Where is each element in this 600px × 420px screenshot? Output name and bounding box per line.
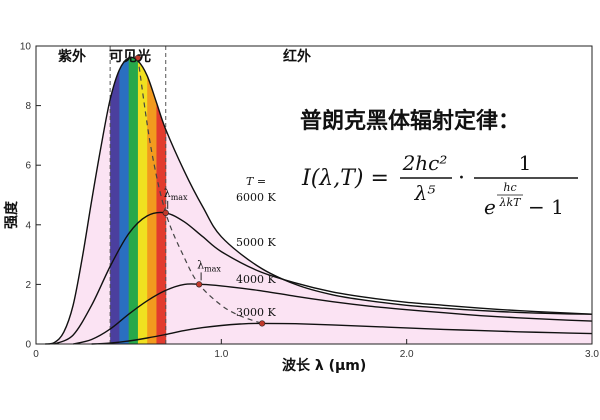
temperature-header: T = — [246, 175, 266, 188]
curve-labels: 6000 K 5000 K 4000 K 3000 K λmax λmax — [164, 187, 277, 319]
y-tick-label: 6 — [25, 161, 31, 172]
y-tick-label: 0 — [25, 340, 31, 351]
area-under-6000k — [45, 57, 592, 344]
spectrum-stripe — [156, 57, 167, 344]
plot-frame — [35, 45, 593, 345]
curve-label-5000k: 5000 K — [236, 236, 276, 249]
formula-lhs: I(λ,T) = — [301, 166, 389, 191]
y-tick-label: 10 — [20, 42, 32, 53]
formula-frac1-denominator: λ⁵ — [414, 181, 436, 205]
peak-marker — [195, 281, 203, 288]
planck-formula: I(λ,T) = 2hc² λ⁵ · 1 e hc λkT − 1 — [301, 151, 578, 219]
spectrum-stripe — [137, 57, 148, 344]
formula-exp-base: e — [484, 195, 496, 219]
lambda-max-label: λmax — [164, 187, 188, 202]
spectrum-stripe — [119, 57, 130, 344]
formula-title: 普朗克黑体辐射定律： — [300, 108, 520, 134]
spectrum-stripe — [110, 57, 120, 344]
peak-marker — [259, 320, 266, 327]
region-label-visible: 可见光 — [109, 48, 151, 65]
region-label-uv: 紫外 — [58, 48, 86, 65]
formula-frac2-numerator: 1 — [519, 151, 532, 175]
curve-label-4000k: 4000 K — [236, 273, 276, 286]
y-tick-label: 2 — [25, 280, 31, 291]
curve-label-6000k: 6000 K — [236, 191, 276, 204]
wien-displacement-line — [137, 57, 263, 324]
spectrum-stripe — [128, 57, 139, 344]
curve-3000k — [91, 322, 593, 345]
formula-minus-one: − 1 — [528, 195, 564, 219]
x-tick-label: 0 — [33, 349, 39, 360]
region-label-ir: 红外 — [283, 48, 311, 65]
formula-exp-numerator: hc — [503, 181, 516, 194]
axis-ticks: 0 1.0 2.0 3.0 0 2 4 6 8 10 — [20, 42, 600, 361]
curve-4000k — [72, 283, 593, 345]
y-tick-label: 8 — [25, 101, 31, 112]
formula-dot: · — [458, 166, 465, 191]
x-tick-label: 1.0 — [214, 349, 228, 360]
curve-6000k — [45, 56, 593, 345]
x-tick-label: 3.0 — [585, 349, 599, 360]
curve-5000k — [54, 211, 593, 345]
spectrum-stripe — [147, 57, 157, 344]
formula-exp-denominator: λkT — [499, 196, 523, 209]
curve-label-3000k: 3000 K — [236, 306, 276, 319]
x-tick-label: 2.0 — [400, 349, 414, 360]
peak-marker — [134, 54, 142, 62]
x-axis-title: 波长 λ (μm) — [282, 357, 366, 374]
y-tick-label: 4 — [25, 220, 31, 231]
formula-frac1-numerator: 2hc² — [402, 151, 448, 175]
visible-spectrum-bands — [110, 57, 167, 344]
temperature-curves — [45, 56, 593, 345]
lambda-max-label: λmax — [197, 258, 221, 273]
peak-marker — [162, 209, 169, 216]
peak-markers — [134, 54, 266, 327]
y-axis-title: 强度 — [3, 200, 20, 229]
